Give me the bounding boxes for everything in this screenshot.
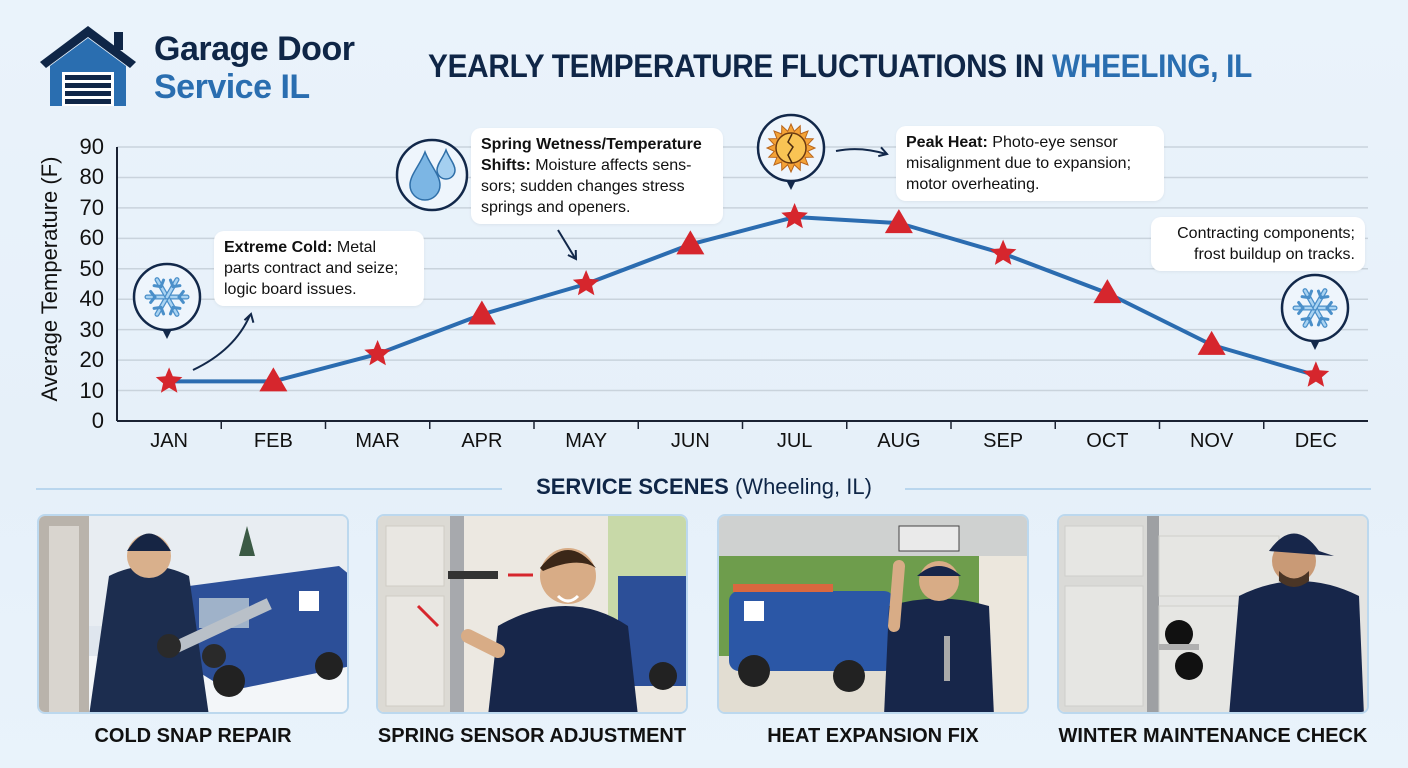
scene-caption-heat-expansion: HEAT EXPANSION FIX xyxy=(767,725,979,747)
data-point-triangle xyxy=(884,209,913,234)
callout-heat-text: misalignment due to expansion; xyxy=(906,155,1132,172)
y-tick-label: 30 xyxy=(79,316,104,342)
data-point-star xyxy=(155,367,183,393)
x-tick-label: MAR xyxy=(355,430,400,452)
data-point-triangle xyxy=(676,230,705,255)
section-title-bold: SERVICE SCENES xyxy=(536,474,729,499)
scene-photo-spring-sensor xyxy=(376,514,688,714)
arrow-icon-head xyxy=(878,146,889,158)
data-point-star xyxy=(572,270,600,296)
y-tick-label: 20 xyxy=(79,347,104,373)
y-tick-label: 50 xyxy=(79,255,104,281)
arrow-icon xyxy=(835,148,887,155)
y-tick-label: 0 xyxy=(91,408,104,433)
y-tick-label: 70 xyxy=(79,194,104,220)
garage-house-icon xyxy=(40,26,136,106)
callout-spring-bold: Spring Wetness/Temperature xyxy=(481,136,702,153)
callout-cold-bold: Extreme Cold: xyxy=(224,239,333,256)
x-tick-label: OCT xyxy=(1086,430,1129,452)
brand-name-line2: Service IL xyxy=(154,68,310,106)
arrow-icon-head xyxy=(243,312,255,323)
x-tick-label: FEB xyxy=(253,430,293,452)
callout-heat-text: Photo-eye sensor xyxy=(987,134,1118,151)
section-title-rest: (Wheeling, IL) xyxy=(728,474,872,499)
y-tick-label: 60 xyxy=(79,225,104,251)
temperature-line xyxy=(169,215,1317,384)
x-tick-label: JUN xyxy=(670,430,710,452)
callout-cold-text: logic board issues. xyxy=(224,281,357,298)
snowflake-icon xyxy=(1280,273,1350,350)
callout-spring-text: springs and openers. xyxy=(481,199,631,216)
callout-spring-wetness: Spring Wetness/Temperature Shifts: Moist… xyxy=(471,128,723,224)
section-title: SERVICE SCENES (Wheeling, IL) xyxy=(0,474,1408,500)
scene-caption-spring-sensor: SPRING SENSOR ADJUSTMENT xyxy=(377,725,687,747)
callout-heat-bold: Peak Heat: xyxy=(906,134,988,151)
x-tick-label: JUL xyxy=(776,430,813,452)
scene-photo-winter-maintenance xyxy=(1057,514,1369,714)
y-tick-label: 10 xyxy=(79,377,104,403)
x-tick-label: NOV xyxy=(1189,430,1234,452)
callout-cold-text: parts contract and seize; xyxy=(224,260,399,277)
x-tick-label: APR xyxy=(461,430,503,452)
brand-name-line1: Garage Door xyxy=(154,30,355,68)
y-tick-label: 40 xyxy=(79,286,104,312)
x-tick-label: JAN xyxy=(150,430,189,452)
callout-winter-text: Contracting components; xyxy=(1177,225,1355,242)
data-point-triangle xyxy=(1093,279,1122,304)
arrow-icon-head xyxy=(567,249,578,261)
scene-caption-winter-maintenance: WINTER MAINTENANCE CHECK xyxy=(1058,725,1368,747)
title-highlight: WHEELING, IL xyxy=(1052,48,1253,84)
x-tick-label: SEP xyxy=(983,430,1024,452)
data-point-triangle xyxy=(259,367,288,392)
brand-logo: Garage Door Service IL xyxy=(38,24,398,110)
snowflake-icon xyxy=(132,262,202,339)
arrow-icon xyxy=(557,229,576,259)
callout-extreme-cold: Extreme Cold: Metal parts contract and s… xyxy=(214,231,424,306)
x-tick-label: AUG xyxy=(877,430,921,452)
data-point-triangle xyxy=(1197,330,1226,355)
cracked-sun-icon xyxy=(756,113,826,190)
y-tick-label: 80 xyxy=(79,164,104,190)
x-tick-label: DEC xyxy=(1294,430,1337,452)
data-point-star xyxy=(989,239,1017,265)
scene-caption-cold-snap: COLD SNAP REPAIR xyxy=(94,725,292,747)
callout-cold-text: Metal xyxy=(332,239,377,256)
callout-peak-heat: Peak Heat: Photo-eye sensor misalignment… xyxy=(896,126,1164,201)
data-point-star xyxy=(781,203,808,229)
scene-photo-heat-expansion xyxy=(717,514,1029,714)
title-main: YEARLY TEMPERATURE FLUCTUATIONS IN xyxy=(428,48,1053,84)
data-point-triangle xyxy=(467,300,496,325)
callout-spring-text: sors; sudden changes stress xyxy=(481,178,685,195)
callout-spring-bold: Shifts: xyxy=(481,157,531,174)
water-drops-icon xyxy=(395,138,469,212)
arrow-icon xyxy=(192,314,251,371)
section-divider-right xyxy=(905,488,1371,490)
data-point-star xyxy=(1302,361,1330,387)
callout-spring-text: Moisture affects sens- xyxy=(530,157,692,174)
y-tick-label: 90 xyxy=(79,134,104,159)
callout-winter-text: frost buildup on tracks. xyxy=(1194,246,1355,263)
section-divider-left xyxy=(36,488,502,490)
data-point-star xyxy=(364,340,391,366)
x-tick-label: MAY xyxy=(565,430,608,452)
callout-winter: Contracting components; frost buildup on… xyxy=(1151,217,1365,271)
scene-photo-cold-snap xyxy=(37,514,349,714)
callout-heat-text: motor overheating. xyxy=(906,176,1040,193)
page-title: YEARLY TEMPERATURE FLUCTUATIONS IN WHEEL… xyxy=(428,48,1252,85)
